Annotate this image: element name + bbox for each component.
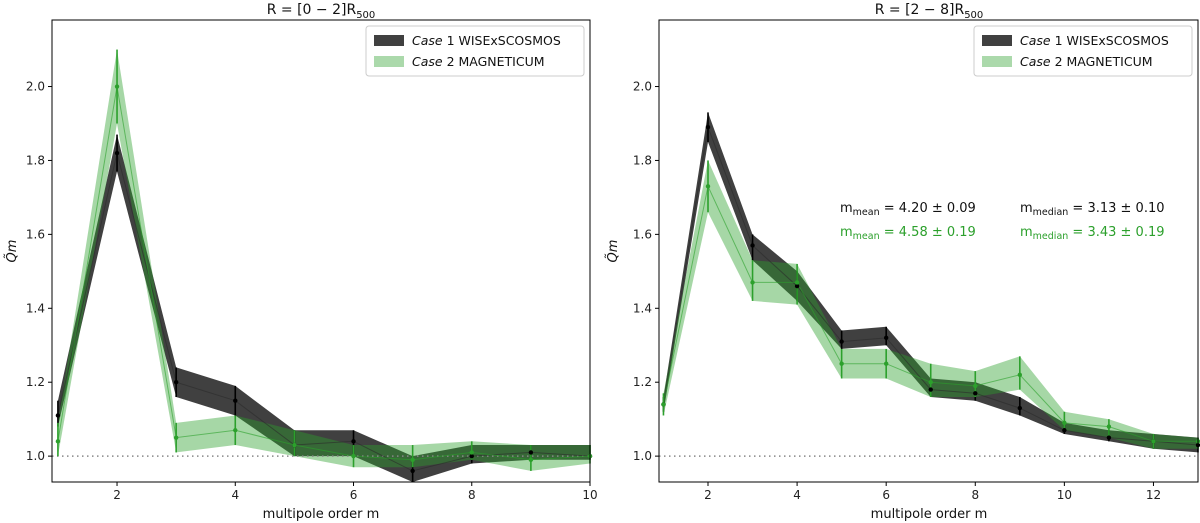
left-point-case2 — [173, 435, 179, 440]
right-point-case2 — [883, 361, 889, 366]
left-line-case1 — [57, 152, 591, 472]
right-point-case2 — [928, 380, 933, 385]
left-y-tick-label: 1.4 — [26, 301, 45, 315]
left-point-case1 — [410, 468, 415, 474]
right-point-case1 — [750, 243, 755, 248]
left-point-case2 — [351, 453, 356, 459]
right-plot-frame — [658, 19, 1199, 483]
right-legend-label-case1: Case 1 WISExSCOSMOS — [1020, 33, 1169, 48]
left-point-case1 — [351, 439, 356, 444]
left-point-case1 — [114, 150, 120, 156]
right-point-case2 — [794, 280, 800, 285]
right-y-axis-label: Q̃m — [606, 240, 621, 263]
left-x-tick-label: 8 — [468, 488, 476, 502]
right-y-tick-label: 1.8 — [633, 153, 652, 167]
left-legend: Case 1 WISExSCOSMOS Case 2 MAGNETICUM — [365, 25, 585, 77]
annotation-case2-mean: mmean = 4.58 ± 0.19 — [840, 225, 976, 242]
left-legend-label-case1: Case 1 WISExSCOSMOS — [412, 33, 561, 48]
right-y-tick-label: 1.2 — [633, 375, 652, 389]
right-x-axis-label: multipole order m — [871, 507, 988, 522]
right-y-tick-label: 2.0 — [633, 80, 652, 94]
left-legend-label-case2: Case 2 MAGNETICUM — [412, 54, 545, 69]
left-y-tick-label: 1.0 — [26, 449, 45, 463]
right-point-case1 — [1106, 435, 1112, 440]
left-point-case2 — [469, 450, 474, 455]
left-y-tick-label: 1.2 — [26, 375, 45, 389]
right-point-case1 — [839, 339, 844, 344]
left-point-case1 — [233, 398, 238, 403]
right-point-case1 — [1017, 405, 1023, 411]
right-panel: R = [2 − 8]R500 2 4 6 8 10 12 1.0 1.2 1.4 1.6 1.8 2… — [606, 2, 1200, 522]
right-chart-title: R = [2 − 8]R500 — [875, 2, 984, 21]
left-x-tick-label: 6 — [350, 488, 358, 502]
annotation-case1-median: mmedian = 3.13 ± 0.10 — [1020, 201, 1165, 218]
right-y-tick-label: 1.0 — [633, 449, 652, 463]
left-point-case2 — [528, 457, 534, 463]
right-point-case1 — [883, 335, 889, 341]
right-point-case2 — [839, 361, 844, 366]
left-band-case1 — [57, 134, 590, 482]
right-y-tick-label: 1.6 — [633, 227, 652, 241]
left-legend-swatch-case1 — [374, 35, 404, 46]
left-point-case2 — [114, 84, 120, 89]
right-legend-label-case2: Case 2 MAGNETICUM — [1020, 54, 1153, 69]
right-point-case2 — [1151, 439, 1156, 444]
right-x-tick-label: 8 — [971, 488, 979, 502]
left-chart-title: R = [0 − 2]R500 — [267, 2, 376, 21]
left-x-tick-label: 4 — [231, 488, 239, 502]
right-legend-swatch-case1 — [982, 35, 1012, 46]
left-legend-swatch-case2 — [374, 56, 404, 67]
annotation-case1-mean: mmean = 4.20 ± 0.09 — [840, 201, 976, 218]
right-x-tick-label: 6 — [882, 488, 890, 502]
left-point-case1 — [173, 380, 179, 385]
left-point-case2 — [410, 457, 415, 463]
right-point-case2 — [750, 280, 755, 285]
left-x-tick-label: 2 — [113, 488, 121, 502]
right-point-case2 — [1106, 424, 1112, 429]
right-legend-box — [973, 25, 1193, 77]
right-point-case2 — [973, 383, 978, 389]
left-legend-box — [365, 25, 585, 77]
right-y-tick-label: 1.4 — [633, 301, 652, 315]
left-y-tick-label: 1.8 — [26, 153, 45, 167]
right-point-case1 — [928, 387, 933, 392]
left-panel: R = [0 − 2]R500 2 4 6 8 10 1.0 1.2 1.4 1.6 1.8 2.0… — [5, 2, 598, 522]
left-y-tick-label: 1.6 — [26, 227, 45, 241]
right-point-case2 — [705, 184, 711, 189]
left-x-tick-label: 10 — [582, 488, 597, 502]
right-legend: Case 1 WISExSCOSMOS Case 2 MAGNETICUM — [973, 25, 1193, 77]
right-x-tick-label: 4 — [793, 488, 801, 502]
right-x-tick-label: 2 — [704, 488, 712, 502]
left-y-axis-label: Q̃m — [5, 240, 20, 263]
left-point-case2 — [233, 428, 238, 433]
left-y-tick-label: 2.0 — [26, 80, 45, 94]
left-point-case2 — [292, 442, 297, 448]
right-point-case2 — [1017, 372, 1023, 378]
right-point-case2 — [661, 402, 666, 407]
right-point-case2 — [1062, 420, 1067, 426]
right-x-tick-label: 10 — [1057, 488, 1072, 502]
right-point-case1 — [1062, 428, 1067, 433]
right-legend-swatch-case2 — [982, 56, 1012, 67]
right-point-case1 — [705, 124, 711, 130]
right-x-tick-label: 12 — [1146, 488, 1161, 502]
left-plot-frame — [51, 19, 591, 483]
left-x-axis-label: multipole order m — [263, 507, 380, 522]
left-band-case2 — [57, 49, 590, 471]
left-point-case1 — [469, 453, 474, 459]
left-point-case2 — [55, 439, 61, 444]
left-point-case1 — [55, 413, 61, 418]
annotation-case2-median: mmedian = 3.43 ± 0.19 — [1020, 225, 1165, 242]
right-point-case1 — [794, 283, 800, 289]
right-line-case1 — [663, 125, 1199, 446]
left-point-case1 — [528, 450, 534, 455]
right-point-case1 — [973, 391, 978, 396]
left-line-case2 — [57, 86, 591, 461]
